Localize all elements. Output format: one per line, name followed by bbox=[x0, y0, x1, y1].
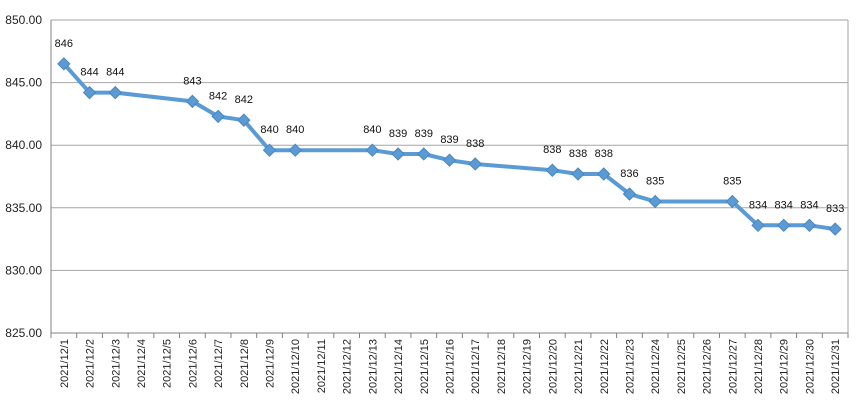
x-tick-label: 2021/12/29 bbox=[779, 339, 791, 394]
y-tick-label: 830.00 bbox=[5, 263, 42, 277]
data-label: 839 bbox=[415, 128, 433, 140]
data-point bbox=[365, 143, 380, 157]
x-tick-label: 2021/12/13 bbox=[367, 339, 379, 394]
x-tick-label: 2021/12/10 bbox=[290, 339, 302, 394]
data-labels: 846 844 844 843 842 842 840 840 840 839 839 839 838 8… bbox=[55, 38, 845, 215]
data-point bbox=[237, 113, 251, 127]
x-tick-label: 2021/12/31 bbox=[830, 339, 842, 394]
x-tick-label: 2021/12/14 bbox=[393, 339, 405, 394]
data-point bbox=[262, 143, 277, 157]
data-point bbox=[751, 218, 765, 233]
data-label: 844 bbox=[106, 67, 124, 79]
data-label: 838 bbox=[466, 138, 484, 150]
data-label: 844 bbox=[80, 67, 98, 79]
data-point bbox=[468, 157, 482, 171]
x-tick-label: 2021/12/21 bbox=[573, 339, 585, 394]
x-tick-label: 2021/12/5 bbox=[162, 339, 174, 388]
data-point bbox=[185, 94, 200, 109]
series-line bbox=[61, 61, 838, 232]
data-point bbox=[725, 194, 740, 209]
x-tick-label: 2021/12/24 bbox=[650, 339, 662, 394]
data-label: 839 bbox=[389, 128, 407, 140]
data-label: 839 bbox=[440, 134, 458, 146]
data-label: 838 bbox=[595, 148, 613, 160]
x-tick-label: 2021/12/17 bbox=[470, 339, 482, 394]
x-tick-label: 2021/12/27 bbox=[727, 339, 739, 394]
x-tick-label: 2021/12/25 bbox=[676, 339, 688, 394]
x-tick-label: 2021/12/1 bbox=[59, 339, 71, 388]
data-label: 834 bbox=[800, 199, 818, 211]
x-tick-label: 2021/12/22 bbox=[599, 339, 611, 394]
x-tick-label: 2021/12/28 bbox=[753, 339, 765, 394]
x-tick-label: 2021/12/3 bbox=[110, 339, 122, 388]
x-tick-label: 2021/12/6 bbox=[187, 339, 199, 388]
x-tick-label: 2021/12/12 bbox=[342, 339, 354, 394]
data-point bbox=[211, 109, 225, 124]
x-tick-label: 2021/12/7 bbox=[213, 339, 225, 388]
y-tick-label: 850.00 bbox=[5, 13, 42, 27]
x-tick-label: 2021/12/16 bbox=[445, 339, 457, 394]
data-point bbox=[597, 167, 611, 181]
data-point bbox=[417, 147, 431, 161]
x-tick-label: 2021/12/23 bbox=[624, 339, 636, 394]
data-point bbox=[57, 57, 71, 71]
x-tick-label: 2021/12/26 bbox=[702, 339, 714, 394]
data-point bbox=[391, 147, 405, 161]
data-label: 835 bbox=[723, 176, 741, 188]
axes bbox=[50, 20, 849, 338]
data-label: 842 bbox=[235, 94, 253, 106]
data-point-markers bbox=[57, 57, 842, 236]
x-tick-label: 2021/12/19 bbox=[522, 339, 534, 394]
y-axis-tick-labels: 825.00 830.00 835.00 840.00 845.00 850.00 bbox=[5, 13, 42, 340]
y-tick-label: 845.00 bbox=[5, 76, 42, 90]
data-point bbox=[802, 218, 817, 233]
x-tick-label: 2021/12/18 bbox=[496, 339, 508, 394]
data-label: 836 bbox=[620, 168, 638, 180]
data-point bbox=[777, 218, 791, 233]
x-tick-label: 2021/12/9 bbox=[265, 339, 277, 388]
data-point bbox=[108, 85, 122, 100]
data-label: 838 bbox=[543, 144, 561, 156]
data-label: 842 bbox=[209, 90, 227, 102]
data-point bbox=[622, 187, 637, 201]
data-label: 846 bbox=[55, 38, 73, 50]
data-label: 838 bbox=[569, 148, 587, 160]
data-point bbox=[648, 194, 662, 209]
data-point bbox=[571, 167, 585, 181]
data-label: 835 bbox=[646, 176, 664, 188]
data-label: 834 bbox=[749, 199, 767, 211]
data-label: 843 bbox=[183, 75, 201, 87]
x-tick-label: 2021/12/4 bbox=[136, 339, 148, 388]
x-tick-label: 2021/12/11 bbox=[316, 339, 328, 393]
data-label: 840 bbox=[363, 124, 381, 136]
x-tick-label: 2021/12/2 bbox=[85, 339, 97, 388]
x-tick-label: 2021/12/30 bbox=[804, 339, 816, 394]
y-tick-label: 835.00 bbox=[5, 201, 42, 215]
data-point bbox=[442, 153, 457, 167]
data-label: 834 bbox=[775, 199, 793, 211]
x-axis-tick-labels: 2021/12/1 2021/12/2 2021/12/3 2021/12/4 2021… bbox=[59, 339, 842, 394]
x-tick-label: 2021/12/8 bbox=[239, 339, 251, 388]
data-point bbox=[545, 163, 560, 177]
y-tick-label: 840.00 bbox=[5, 138, 42, 152]
series-price bbox=[61, 61, 838, 232]
data-point bbox=[82, 85, 97, 100]
data-point bbox=[828, 222, 842, 236]
data-label: 840 bbox=[260, 124, 278, 136]
data-label: 833 bbox=[826, 203, 844, 215]
x-tick-label: 2021/12/15 bbox=[419, 339, 431, 394]
y-tick-label: 825.00 bbox=[5, 326, 42, 340]
x-tick-label: 2021/12/20 bbox=[547, 339, 559, 394]
data-label: 840 bbox=[286, 124, 304, 136]
data-point bbox=[288, 143, 302, 157]
